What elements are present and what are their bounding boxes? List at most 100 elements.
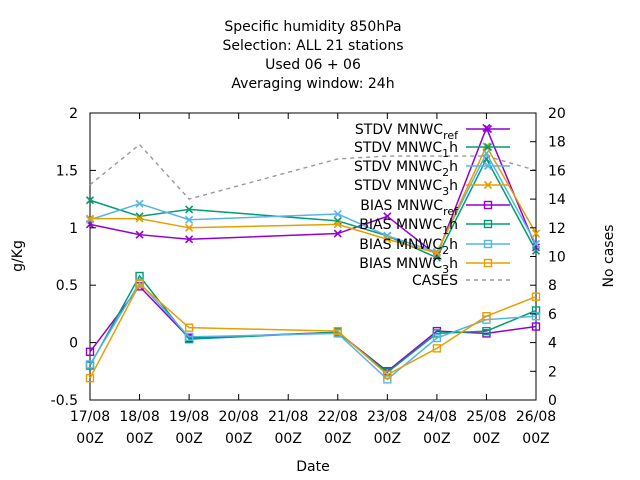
data-point [333,229,342,238]
data-point [531,239,541,248]
y2-tick-label: 14 [548,192,566,208]
x-tick-label-time: 00Z [423,431,450,447]
legend-entry: STDV MNWCref [355,122,510,142]
data-point [383,235,392,244]
x-tick-label-time: 00Z [522,431,549,447]
series-5 [85,271,541,377]
x-tick-label-date: 19/08 [169,409,209,425]
legend-entry: BIAS MNWCref [360,198,510,218]
data-point [135,279,144,289]
y2-tick-label: 4 [548,336,557,352]
y-tick-label: 2 [69,106,78,122]
series-line [89,274,537,374]
x-tick-label-date: 17/08 [70,409,110,425]
legend-entry: BIAS MNWC2h [359,237,510,257]
series-group [85,123,541,384]
data-point [135,230,144,239]
legend-label: CASES [412,273,458,289]
data-point [333,220,342,229]
legend-marker [483,258,493,268]
x-tick-label-date: 25/08 [466,409,506,425]
series-line [89,157,537,259]
chart-title: Specific humidity 850hPa Selection: ALL 2… [222,19,403,92]
data-point [85,214,95,223]
series-3 [85,142,541,258]
plot-area-frame [89,112,537,401]
legend-marker [483,124,493,134]
x-tick-label-date: 23/08 [367,409,407,425]
y-tick-label: 1.5 [56,163,78,179]
y2-tick-label: 12 [548,221,566,237]
x-tick-label-date: 21/08 [268,409,308,425]
legend-entry: BIAS MNWC3h [359,256,510,276]
data-point [184,323,194,332]
data-point [432,329,442,338]
legend-marker [483,219,493,229]
data-point [185,235,194,244]
legend-label: BIAS MNWC3h [359,256,458,276]
data-point [135,214,144,223]
title-line: Selection: ALL 21 stations [222,38,403,54]
legend-label: BIAS MNWC1h [359,217,458,237]
legend-label: BIAS MNWC2h [359,237,458,257]
legend-entry: CASES [412,273,510,289]
x-tick-label-time: 00Z [175,431,202,447]
x-tick-label-date: 18/08 [119,409,159,425]
y2-tick-label: 16 [548,163,566,179]
legend-marker [483,200,493,210]
data-point [432,344,442,353]
data-point [85,373,95,383]
series-line [89,151,537,253]
data-point [432,333,442,343]
legend-marker [483,180,493,190]
y-tick-label: -0.5 [51,393,78,409]
y2-tick-label: 18 [548,135,566,151]
data-point [184,332,194,342]
legend-label: BIAS MNWCref [360,198,459,218]
x-tick-label-date: 22/08 [318,409,358,425]
legend-marker [483,142,493,152]
y2-tick-label: 6 [548,307,557,323]
y2-tick-label: 8 [548,278,557,294]
data-point [531,311,541,321]
x-tick-label-date: 26/08 [516,409,556,425]
series-0 [85,123,541,260]
title-line: Averaging window: 24h [231,76,394,92]
series-7 [85,279,541,383]
x-tick-label-date: 20/08 [218,409,258,425]
data-point [531,246,541,255]
x-tick-label-time: 00Z [374,431,401,447]
series-line [89,282,537,379]
y-tick-label: 0 [69,336,78,352]
y-tick-label: 1 [69,221,78,237]
y-axis-label: g/Kg [10,240,26,272]
data-point [85,360,95,369]
x-tick-label-time: 00Z [76,431,103,447]
data-point [531,322,541,331]
x-tick-label-time: 00Z [473,431,500,447]
y2-tick-label: 10 [548,250,566,266]
x-tick-label-date: 24/08 [417,409,457,425]
axes: -0.500.511.520246810121416182017/0800Z18… [51,106,566,447]
series-line [90,144,537,254]
data-point [185,215,194,224]
x-axis-label: Date [296,459,329,475]
x-tick-label-time: 00Z [225,431,252,447]
data-point [135,199,144,208]
data-point [85,347,95,356]
y2-tick-label: 2 [548,364,557,380]
data-point [531,292,541,301]
legend-label: STDV MNWC3h [354,178,458,198]
data-point [185,205,194,214]
data-point [383,375,392,384]
data-point [185,223,194,232]
data-point [333,326,342,336]
legend-label: STDV MNWCref [355,122,459,142]
x-tick-label-time: 00Z [324,431,351,447]
data-point [383,212,392,221]
title-line: Used 06 + 06 [265,57,361,73]
y2-tick-label: 20 [548,106,566,122]
legend-entry: STDV MNWC3h [354,178,510,198]
